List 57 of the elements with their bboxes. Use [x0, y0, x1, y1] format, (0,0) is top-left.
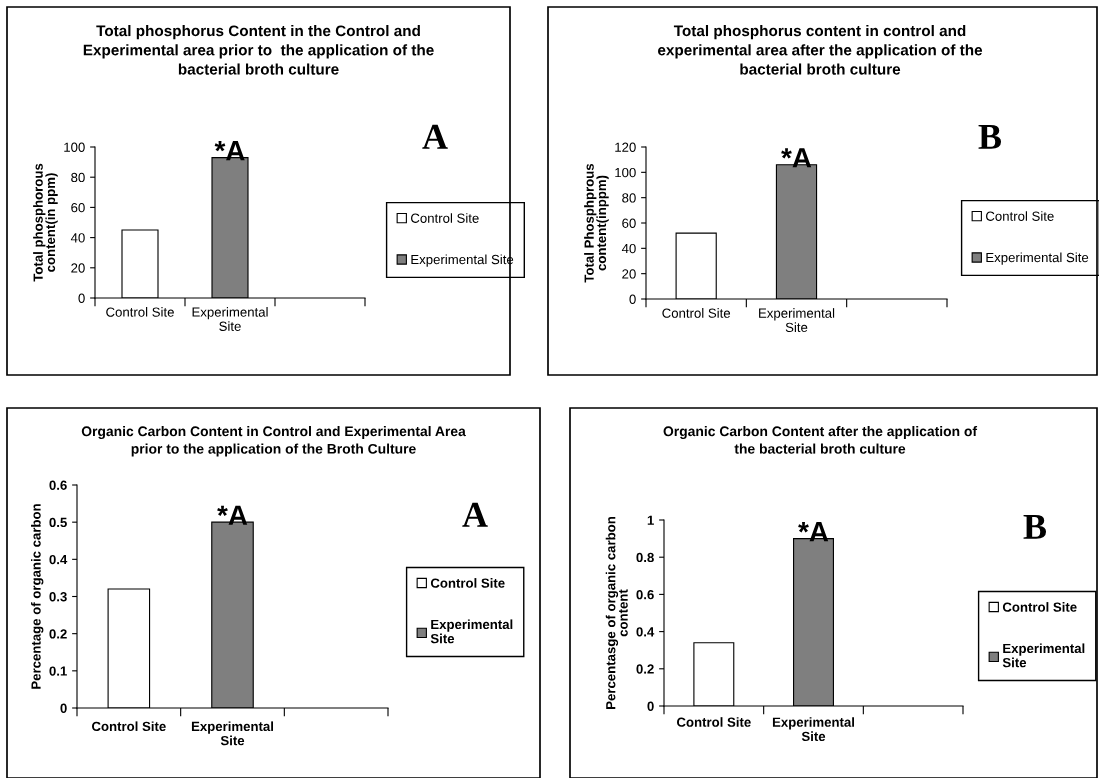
y-tick-label: 20	[622, 269, 636, 279]
legend-label: Experimental Site	[1002, 643, 1085, 668]
y-tick-label: 0	[629, 294, 636, 304]
text: B	[1023, 515, 1047, 539]
y-tick-label: 20	[71, 263, 85, 273]
y-tick-label: 40	[70, 233, 85, 243]
y-tick-label: 60	[71, 202, 85, 213]
legend-label: Control Site	[430, 578, 505, 588]
y-tick-label: 0	[78, 293, 85, 303]
y-axis-title: Total Phosphprous content(inppm)	[584, 163, 609, 283]
chart-title: Total phosphorus Content in the Control and Experimental area prior to the application of the bacterial broth culture	[83, 25, 434, 75]
text: A	[462, 502, 488, 527]
legend-label: Experimental Site	[986, 252, 1089, 265]
y-tick-label: 0.4	[636, 627, 655, 637]
y-tick-label: 0.5	[49, 517, 67, 528]
legend-label: Control Site	[986, 211, 1054, 221]
y-tick-label: 0.6	[49, 480, 67, 490]
y-tick-label: 0.6	[636, 589, 654, 600]
y-tick-label: 0.8	[636, 552, 654, 563]
y-tick-label: 1	[647, 515, 654, 525]
y-tick-label: 80	[622, 193, 636, 203]
y-tick-label: 80	[71, 172, 85, 183]
chart-title: Organic Carbon Content after the application of the bacterial broth culture	[663, 426, 978, 454]
x-tick-label: Experimental Site	[759, 308, 835, 333]
y-tick-label: 100	[615, 167, 636, 178]
y-axis-title: Percentasge of organic carbon content	[605, 517, 628, 709]
y-tick-label: 40	[621, 243, 636, 254]
y-tick-label: 100	[64, 142, 85, 152]
text: B	[978, 125, 1002, 149]
x-tick-label: Control Site	[91, 721, 166, 732]
legend-label: Experimental Site	[430, 619, 513, 644]
x-tick-label: Control Site	[676, 717, 751, 727]
annotation: *A	[781, 148, 812, 168]
chart-title: Total phosphorus content in control and experimental area after the application of the bacterial broth culture	[658, 25, 983, 75]
annotation: *A	[214, 141, 245, 161]
x-tick-label: Experimental Site	[191, 721, 273, 746]
y-axis-title: Percentage of organic carbon	[31, 504, 44, 689]
y-tick-label: 0.2	[49, 629, 67, 639]
y-tick-label: 60	[622, 218, 636, 228]
legend-label: Control Site	[411, 213, 479, 223]
x-tick-label: Experimental Site	[772, 717, 854, 742]
annotation: *A	[217, 505, 248, 525]
y-tick-label: 0.3	[49, 592, 67, 602]
y-tick-label: 0	[647, 701, 654, 711]
y-tick-label: 0.2	[636, 664, 654, 674]
y-tick-label: 0.4	[49, 554, 68, 565]
annotation: *A	[798, 522, 829, 542]
legend-label: Control Site	[1002, 602, 1077, 612]
x-tick-label: Control Site	[662, 308, 731, 318]
y-tick-label: 0.1	[49, 666, 67, 676]
x-tick-label: Control Site	[106, 307, 174, 317]
x-tick-label: Experimental Site	[192, 307, 268, 331]
chart-title: Organic Carbon Content in Control and Experimental Area prior to the application of the Broth Culture	[81, 426, 466, 457]
y-tick-label: 120	[615, 142, 636, 152]
y-tick-label: 0	[60, 703, 67, 713]
text: A	[422, 124, 448, 149]
y-axis-title: Total phosphorous content(in ppm)	[33, 163, 58, 282]
